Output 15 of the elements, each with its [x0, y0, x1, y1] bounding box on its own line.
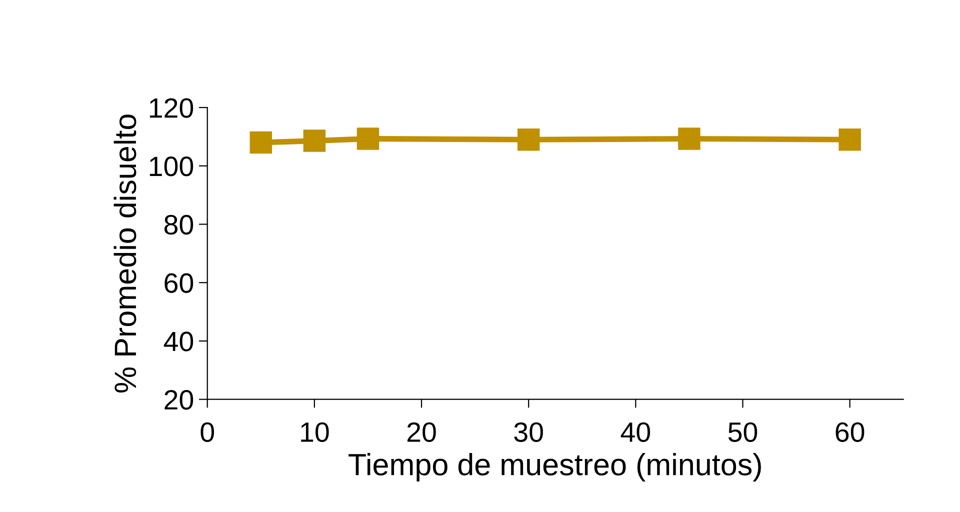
x-tick-label: 50 [728, 422, 758, 442]
y-tick-label: 20 [164, 390, 194, 410]
y-tick-label: 80 [164, 214, 194, 235]
x-tick-label: 60 [836, 422, 864, 442]
y-axis-title: % Promedio disuelto [114, 114, 136, 392]
x-tick-label: 20 [407, 422, 436, 442]
y-tick-label: 120 [150, 98, 194, 118]
y-tick-label: 60 [164, 273, 194, 293]
x-tick-label: 0 [200, 422, 214, 442]
x-tick-label: 30 [514, 422, 543, 442]
y-tick-label: 100 [150, 156, 194, 176]
x-tick-label: 10 [301, 422, 329, 442]
x-tick-label: 40 [620, 422, 650, 442]
y-tick-label: 40 [164, 332, 194, 352]
x-axis-title: Tiempo de muestreo (minutos) [348, 453, 761, 482]
